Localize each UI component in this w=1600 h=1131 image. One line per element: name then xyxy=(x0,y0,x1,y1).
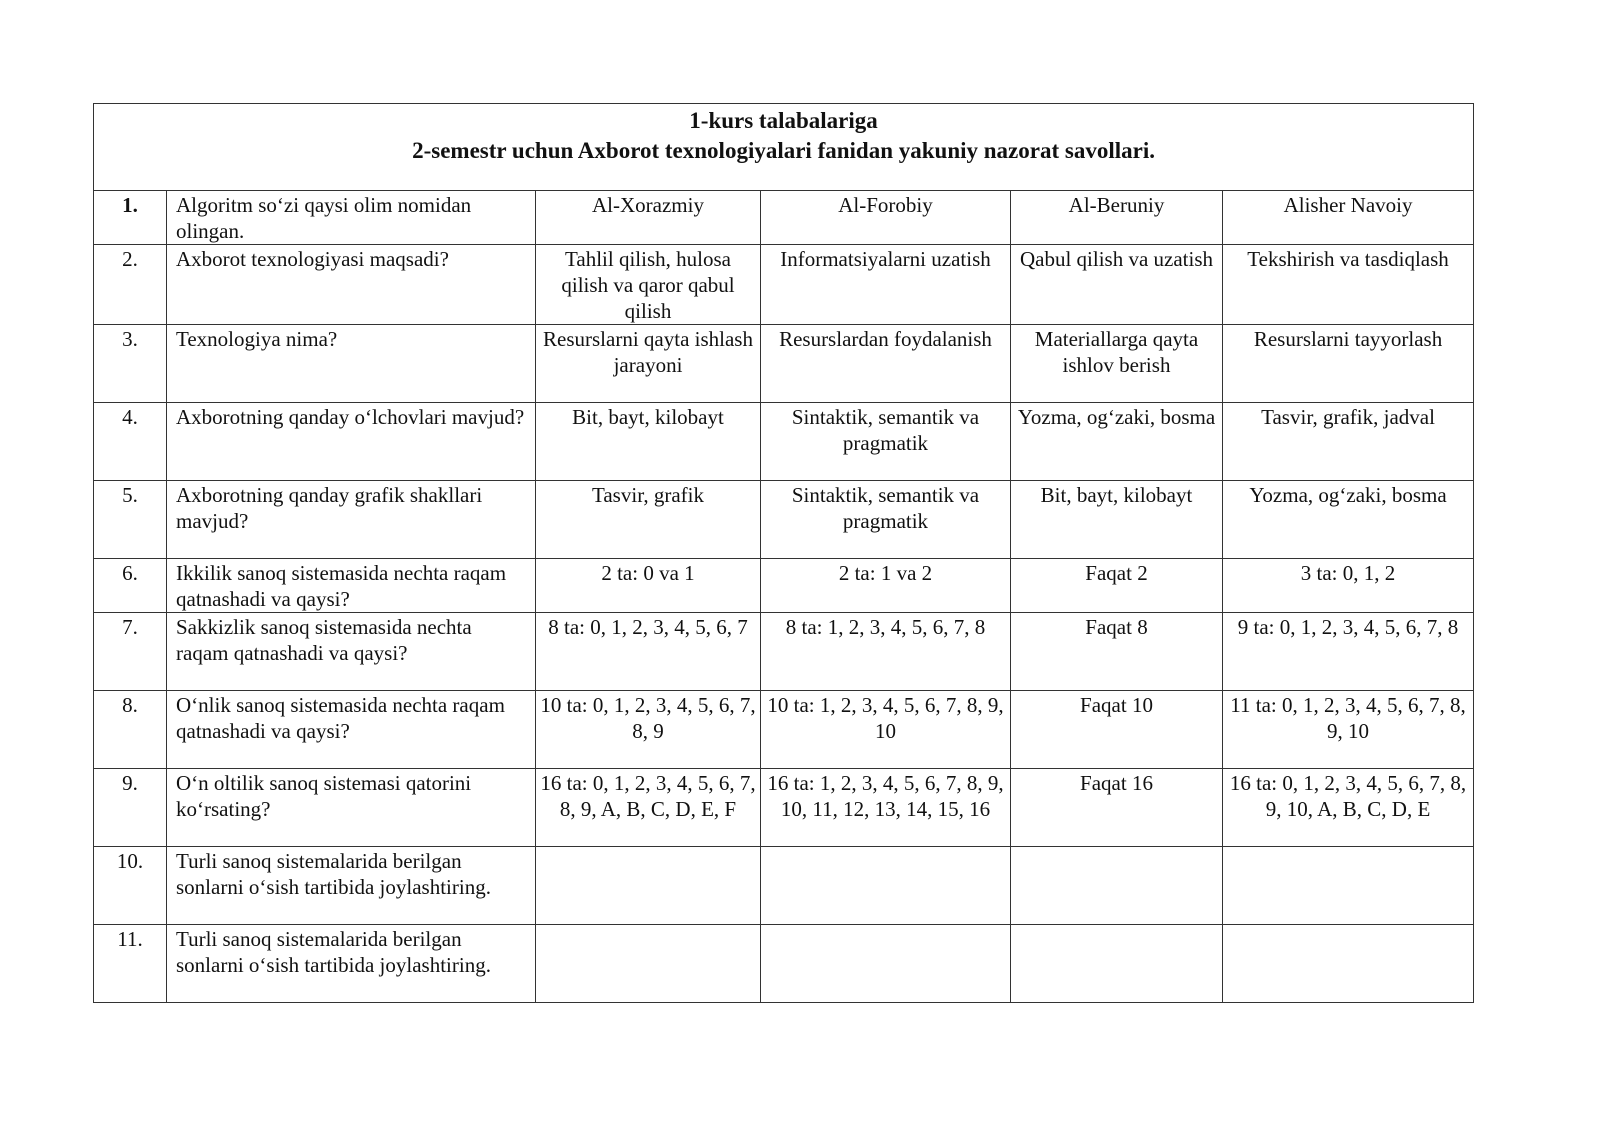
question-row: 7. Sakkizlik sanoq sistemasida nechta raq… xyxy=(93,612,1475,691)
answer-option: Resurslardan foydalanish xyxy=(760,324,1011,403)
question-number: 7. xyxy=(93,612,167,691)
question-number: 9. xyxy=(93,768,167,847)
title-row: 1-kurs talabalariga 2-semestr uchun Axbo… xyxy=(92,103,1475,191)
answer-option: Yozma, og‘zaki, bosma xyxy=(1221,480,1475,559)
question-text: Axborotning qanday grafik shakllari mavj… xyxy=(166,480,536,559)
question-row: 10. Turli sanoq sistemalarida berilgan so… xyxy=(93,846,1475,925)
answer-option: Al-Beruniy xyxy=(1010,190,1223,245)
answer-option: Sintaktik, semantik va pragmatik xyxy=(760,480,1011,559)
question-number: 11. xyxy=(93,924,167,1003)
answer-option: 10 ta: 1, 2, 3, 4, 5, 6, 7, 8, 9, 10 xyxy=(760,690,1011,769)
question-number: 2. xyxy=(93,244,167,325)
question-number: 1. xyxy=(93,190,167,245)
answer-option: 8 ta: 1, 2, 3, 4, 5, 6, 7, 8 xyxy=(760,612,1011,691)
answer-option xyxy=(760,846,1011,925)
answer-option: Resurslarni tayyorlash xyxy=(1221,324,1475,403)
answer-option: Bit, bayt, kilobayt xyxy=(1010,480,1223,559)
question-text: Axborot texnologiyasi maqsadi? xyxy=(166,244,536,325)
answer-option: 9 ta: 0, 1, 2, 3, 4, 5, 6, 7, 8 xyxy=(1221,612,1475,691)
answer-option: Al-Xorazmiy xyxy=(535,190,761,245)
title-line-2: 2-semestr uchun Axborot texnologiyalari … xyxy=(412,138,1155,163)
answer-option: Tekshirish va tasdiqlash xyxy=(1221,244,1475,325)
answer-option: Qabul qilish va uzatish xyxy=(1010,244,1223,325)
answer-option: Tasvir, grafik, jadval xyxy=(1221,402,1475,481)
answer-option xyxy=(1221,846,1475,925)
answer-option: Informatsiyalarni uzatish xyxy=(760,244,1011,325)
answer-option: 11 ta: 0, 1, 2, 3, 4, 5, 6, 7, 8, 9, 10 xyxy=(1221,690,1475,769)
answer-option: Tasvir, grafik xyxy=(535,480,761,559)
answer-option xyxy=(1221,924,1475,1003)
question-row: 3. Texnologiya nima? Resurslarni qayta ish… xyxy=(93,324,1475,403)
question-number: 8. xyxy=(93,690,167,769)
question-number: 6. xyxy=(93,558,167,613)
document-title: 1-kurs talabalariga 2-semestr uchun Axbo… xyxy=(92,103,1475,191)
answer-option: Al-Forobiy xyxy=(760,190,1011,245)
answer-option: 16 ta: 1, 2, 3, 4, 5, 6, 7, 8, 9, 10, 11… xyxy=(760,768,1011,847)
question-row: 2. Axborot texnologiyasi maqsadi? Tahlil q… xyxy=(93,244,1475,325)
answer-option xyxy=(1010,846,1223,925)
answer-option: 16 ta: 0, 1, 2, 3, 4, 5, 6, 7, 8, 9, A, … xyxy=(535,768,761,847)
question-number: 5. xyxy=(93,480,167,559)
answer-option: Materiallarga qayta ishlov berish xyxy=(1010,324,1223,403)
answer-option: 2 ta: 0 va 1 xyxy=(535,558,761,613)
question-row: 9. O‘n oltilik sanoq sistemasi qatorini k… xyxy=(93,768,1475,847)
question-row: 8. O‘nlik sanoq sistemasida nechta raqam … xyxy=(93,690,1475,769)
question-text: Turli sanoq sistemalarida berilgan sonla… xyxy=(166,924,536,1003)
answer-option: 16 ta: 0, 1, 2, 3, 4, 5, 6, 7, 8, 9, 10,… xyxy=(1221,768,1475,847)
question-text: Axborotning qanday o‘lchovlari mavjud? xyxy=(166,402,536,481)
question-row: 4. Axborotning qanday o‘lchovlari mavjud?… xyxy=(93,402,1475,481)
answer-option: Bit, bayt, kilobayt xyxy=(535,402,761,481)
question-row: 6. Ikkilik sanoq sistemasida nechta raqam… xyxy=(93,558,1475,613)
questions-table: 1-kurs talabalariga 2-semestr uchun Axbo… xyxy=(92,103,1475,1003)
answer-option: 3 ta: 0, 1, 2 xyxy=(1221,558,1475,613)
question-number: 3. xyxy=(93,324,167,403)
question-number: 4. xyxy=(93,402,167,481)
answer-option: Faqat 16 xyxy=(1010,768,1223,847)
answer-option: Resurslarni qayta ishlash jarayoni xyxy=(535,324,761,403)
answer-option: Sintaktik, semantik va pragmatik xyxy=(760,402,1011,481)
answer-option: Faqat 8 xyxy=(1010,612,1223,691)
answer-option xyxy=(760,924,1011,1003)
answer-option xyxy=(535,846,761,925)
question-number: 10. xyxy=(93,846,167,925)
answer-option: 8 ta: 0, 1, 2, 3, 4, 5, 6, 7 xyxy=(535,612,761,691)
question-text: O‘n oltilik sanoq sistemasi qatorini ko‘… xyxy=(166,768,536,847)
answer-option xyxy=(1010,924,1223,1003)
question-text: Turli sanoq sistemalarida berilgan sonla… xyxy=(166,846,536,925)
answer-option: Faqat 2 xyxy=(1010,558,1223,613)
question-text: O‘nlik sanoq sistemasida nechta raqam qa… xyxy=(166,690,536,769)
question-text: Algoritm so‘zi qaysi olim nomidan olinga… xyxy=(166,190,536,245)
answer-option: 2 ta: 1 va 2 xyxy=(760,558,1011,613)
answer-option: 10 ta: 0, 1, 2, 3, 4, 5, 6, 7, 8, 9 xyxy=(535,690,761,769)
answer-option xyxy=(535,924,761,1003)
answer-option: Yozma, og‘zaki, bosma xyxy=(1010,402,1223,481)
question-row: 5. Axborotning qanday grafik shakllari ma… xyxy=(93,480,1475,559)
question-row: 11. Turli sanoq sistemalarida berilgan so… xyxy=(93,924,1475,1003)
question-text: Texnologiya nima? xyxy=(166,324,536,403)
question-text: Sakkizlik sanoq sistemasida nechta raqam… xyxy=(166,612,536,691)
answer-option: Alisher Navoiy xyxy=(1221,190,1475,245)
answer-option: Tahlil qilish, hulosa qilish va qaror qa… xyxy=(535,244,761,325)
answer-option: Faqat 10 xyxy=(1010,690,1223,769)
question-text: Ikkilik sanoq sistemasida nechta raqam q… xyxy=(166,558,536,613)
title-line-1: 1-kurs talabalariga xyxy=(689,108,878,133)
question-row: 1. Algoritm so‘zi qaysi olim nomidan olin… xyxy=(93,190,1475,245)
